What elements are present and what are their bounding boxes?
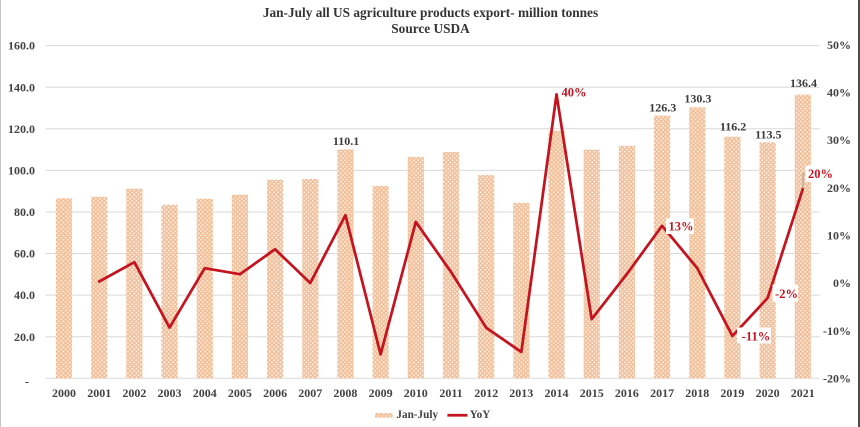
svg-text:2001: 2001 <box>87 386 111 400</box>
svg-text:0%: 0% <box>833 276 851 290</box>
svg-text:2011: 2011 <box>439 386 462 400</box>
svg-text:140.0: 140.0 <box>8 80 35 94</box>
svg-text:60.0: 60.0 <box>14 247 35 261</box>
svg-text:20%: 20% <box>827 181 851 195</box>
svg-text:110.1: 110.1 <box>333 134 359 148</box>
svg-text:-: - <box>25 374 29 388</box>
svg-text:2010: 2010 <box>404 386 428 400</box>
svg-text:160.0: 160.0 <box>8 39 35 53</box>
svg-text:Source USDA: Source USDA <box>391 21 470 36</box>
svg-text:13%: 13% <box>669 220 694 234</box>
svg-text:YoY: YoY <box>470 409 491 421</box>
svg-text:2004: 2004 <box>193 386 217 400</box>
svg-text:2002: 2002 <box>122 386 146 400</box>
svg-text:10%: 10% <box>827 229 851 243</box>
svg-text:2017: 2017 <box>650 386 674 400</box>
svg-text:Jan-July: Jan-July <box>396 409 438 421</box>
svg-text:2008: 2008 <box>333 386 357 400</box>
svg-text:20.0: 20.0 <box>14 330 35 344</box>
svg-text:2006: 2006 <box>263 386 287 400</box>
svg-text:-20%: -20% <box>823 372 851 386</box>
svg-text:20%: 20% <box>808 167 833 181</box>
svg-text:30%: 30% <box>827 133 851 147</box>
svg-text:116.2: 116.2 <box>720 120 746 134</box>
svg-text:2003: 2003 <box>158 386 182 400</box>
svg-text:113.5: 113.5 <box>755 128 781 142</box>
svg-text:130.3: 130.3 <box>684 92 711 106</box>
svg-text:100.0: 100.0 <box>8 164 35 178</box>
svg-text:50%: 50% <box>827 38 851 52</box>
svg-text:80.0: 80.0 <box>14 205 35 219</box>
svg-text:2014: 2014 <box>545 386 569 400</box>
svg-text:2009: 2009 <box>369 386 393 400</box>
svg-text:2021: 2021 <box>791 386 815 400</box>
svg-text:2000: 2000 <box>52 386 76 400</box>
svg-text:-11%: -11% <box>742 330 770 344</box>
svg-text:40%: 40% <box>827 86 851 100</box>
svg-text:-2%: -2% <box>775 287 798 301</box>
svg-text:2018: 2018 <box>685 386 709 400</box>
svg-text:-10%: -10% <box>823 324 851 338</box>
svg-text:2012: 2012 <box>474 386 498 400</box>
svg-text:2015: 2015 <box>580 386 604 400</box>
svg-text:2005: 2005 <box>228 386 252 400</box>
svg-text:40.0: 40.0 <box>14 288 35 302</box>
svg-text:2016: 2016 <box>615 386 639 400</box>
svg-text:2019: 2019 <box>720 386 744 400</box>
svg-text:Jan-July all US agriculture pr: Jan-July all US agriculture products exp… <box>263 5 598 20</box>
svg-text:2020: 2020 <box>756 386 780 400</box>
svg-text:40%: 40% <box>562 86 587 100</box>
svg-text:2013: 2013 <box>509 386 533 400</box>
svg-text:126.3: 126.3 <box>649 101 676 115</box>
svg-text:120.0: 120.0 <box>8 122 35 136</box>
svg-text:2007: 2007 <box>298 386 322 400</box>
svg-text:136.4: 136.4 <box>790 76 817 90</box>
